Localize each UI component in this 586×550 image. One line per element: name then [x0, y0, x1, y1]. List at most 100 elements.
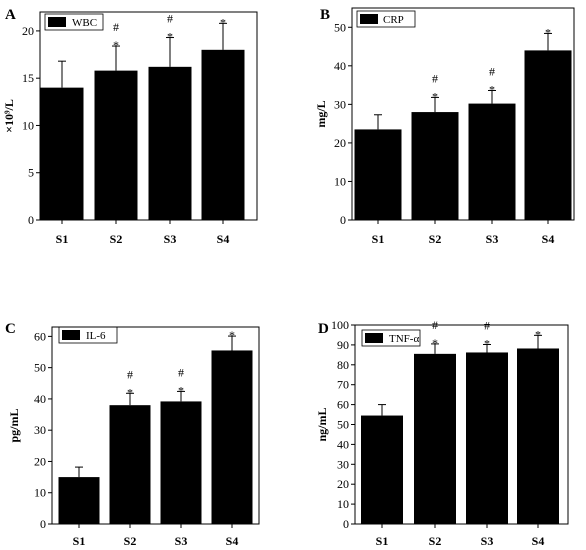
significance-hash: #	[489, 64, 495, 78]
y-tick-label: 20	[22, 24, 34, 38]
category-label-S1: S1	[73, 534, 86, 548]
bar-S3	[148, 66, 192, 220]
bar-S4	[211, 350, 253, 524]
category-label-S4: S4	[532, 534, 545, 548]
legend-box	[361, 329, 421, 347]
significance-star: *	[229, 328, 235, 342]
category-label-S4: S4	[226, 534, 239, 548]
significance-star: *	[220, 15, 226, 29]
bar-S1	[354, 129, 402, 220]
category-label-S2: S2	[110, 232, 123, 246]
y-axis-label: mg/L	[314, 100, 328, 127]
y-axis-label: pg/mL	[7, 408, 21, 442]
y-tick-label: 10	[337, 497, 349, 511]
y-tick-label: 60	[34, 329, 46, 343]
panel-label: A	[5, 7, 16, 23]
significance-hash: #	[167, 12, 173, 26]
chart-panel-D: 0 10 20 30 40 50 60 70 80 90 100 S1 S2 * # S3 * # S4 * D TNF-…	[315, 318, 569, 548]
y-tick-label: 60	[337, 398, 349, 412]
significance-star: *	[535, 327, 541, 341]
category-label-S2: S2	[429, 232, 442, 246]
bar-S3	[466, 352, 508, 524]
y-tick-label: 0	[28, 213, 34, 227]
bar-S2	[411, 112, 459, 220]
y-tick-label: 90	[337, 338, 349, 352]
y-tick-label: 10	[34, 486, 46, 500]
y-tick-label: 0	[343, 517, 349, 531]
category-label-S4: S4	[217, 232, 230, 246]
category-label-S1: S1	[376, 534, 389, 548]
bar-S1	[40, 87, 84, 221]
bar-S3	[160, 401, 202, 524]
y-tick-label: 0	[340, 213, 346, 227]
bar-S4	[201, 49, 245, 221]
y-tick-label: 30	[334, 97, 346, 111]
y-axis-label: ×10⁹/L	[2, 99, 16, 133]
y-tick-label: 20	[334, 136, 346, 150]
legend-label: IL-6	[86, 330, 106, 342]
y-tick-label: 50	[334, 20, 346, 34]
legend-swatch	[360, 14, 378, 24]
bar-S2	[414, 353, 456, 524]
category-label-S2: S2	[124, 534, 137, 548]
significance-star: *	[178, 383, 184, 397]
significance-star: *	[113, 38, 119, 52]
legend-swatch	[62, 330, 80, 340]
significance-hash: #	[432, 71, 438, 85]
significance-hash: #	[178, 365, 184, 379]
y-tick-label: 50	[34, 361, 46, 375]
significance-star: *	[432, 89, 438, 103]
category-label-S3: S3	[175, 534, 188, 548]
y-tick-label: 80	[337, 358, 349, 372]
significance-star: *	[484, 337, 490, 351]
y-tick-label: 40	[334, 59, 346, 73]
category-label-S1: S1	[372, 232, 385, 246]
bar-S2	[109, 405, 151, 524]
y-axis-label: ng/mL	[315, 407, 329, 441]
y-tick-label: 0	[40, 517, 46, 531]
y-tick-label: 70	[337, 378, 349, 392]
y-tick-label: 40	[337, 437, 349, 451]
legend-box	[356, 10, 416, 28]
bar-S2	[94, 70, 138, 220]
bar-S4	[524, 50, 572, 221]
significance-star: *	[432, 336, 438, 350]
category-label-S2: S2	[429, 534, 442, 548]
legend-label: CRP	[383, 14, 404, 26]
significance-hash: #	[432, 318, 438, 332]
legend-label: TNF-α	[389, 333, 419, 345]
legend-swatch	[365, 333, 383, 343]
significance-hash: #	[113, 20, 119, 34]
category-label-S3: S3	[486, 232, 499, 246]
y-tick-label: 100	[331, 318, 349, 332]
y-tick-label: 40	[34, 392, 46, 406]
chart-panel-B: 0 10 20 30 40 50 S1 S2 * # S3 * # S4 * B CRP mg/L	[314, 7, 575, 246]
chart-panel-A: 0 5 10 15 20 S1 S2 * # S3 * # S4 * A WBC ×10⁹/L	[2, 7, 258, 246]
legend-swatch	[48, 17, 66, 27]
category-label-S3: S3	[164, 232, 177, 246]
y-tick-label: 10	[22, 118, 34, 132]
significance-hash: #	[484, 319, 490, 333]
significance-star: *	[167, 30, 173, 44]
y-tick-label: 5	[28, 166, 34, 180]
y-tick-label: 50	[337, 418, 349, 432]
legend-label: WBC	[72, 17, 97, 29]
y-tick-label: 20	[337, 477, 349, 491]
bar-S3	[468, 103, 516, 220]
significance-star: *	[545, 25, 551, 39]
significance-star: *	[127, 385, 133, 399]
y-tick-label: 15	[22, 71, 34, 85]
bar-S1	[361, 415, 403, 524]
category-label-S4: S4	[542, 232, 555, 246]
legend-box	[44, 13, 104, 31]
legend-box	[58, 326, 118, 344]
panel-label: B	[320, 7, 330, 23]
panel-label: C	[5, 321, 16, 337]
category-label-S1: S1	[56, 232, 69, 246]
chart-panel-C: 0 10 20 30 40 50 60 S1 S2 * # S3 * # S4 * C IL-6 pg/mL	[5, 321, 260, 548]
y-tick-label: 20	[34, 454, 46, 468]
significance-star: *	[489, 82, 495, 96]
panel-label: D	[318, 321, 329, 337]
significance-hash: #	[127, 367, 133, 381]
